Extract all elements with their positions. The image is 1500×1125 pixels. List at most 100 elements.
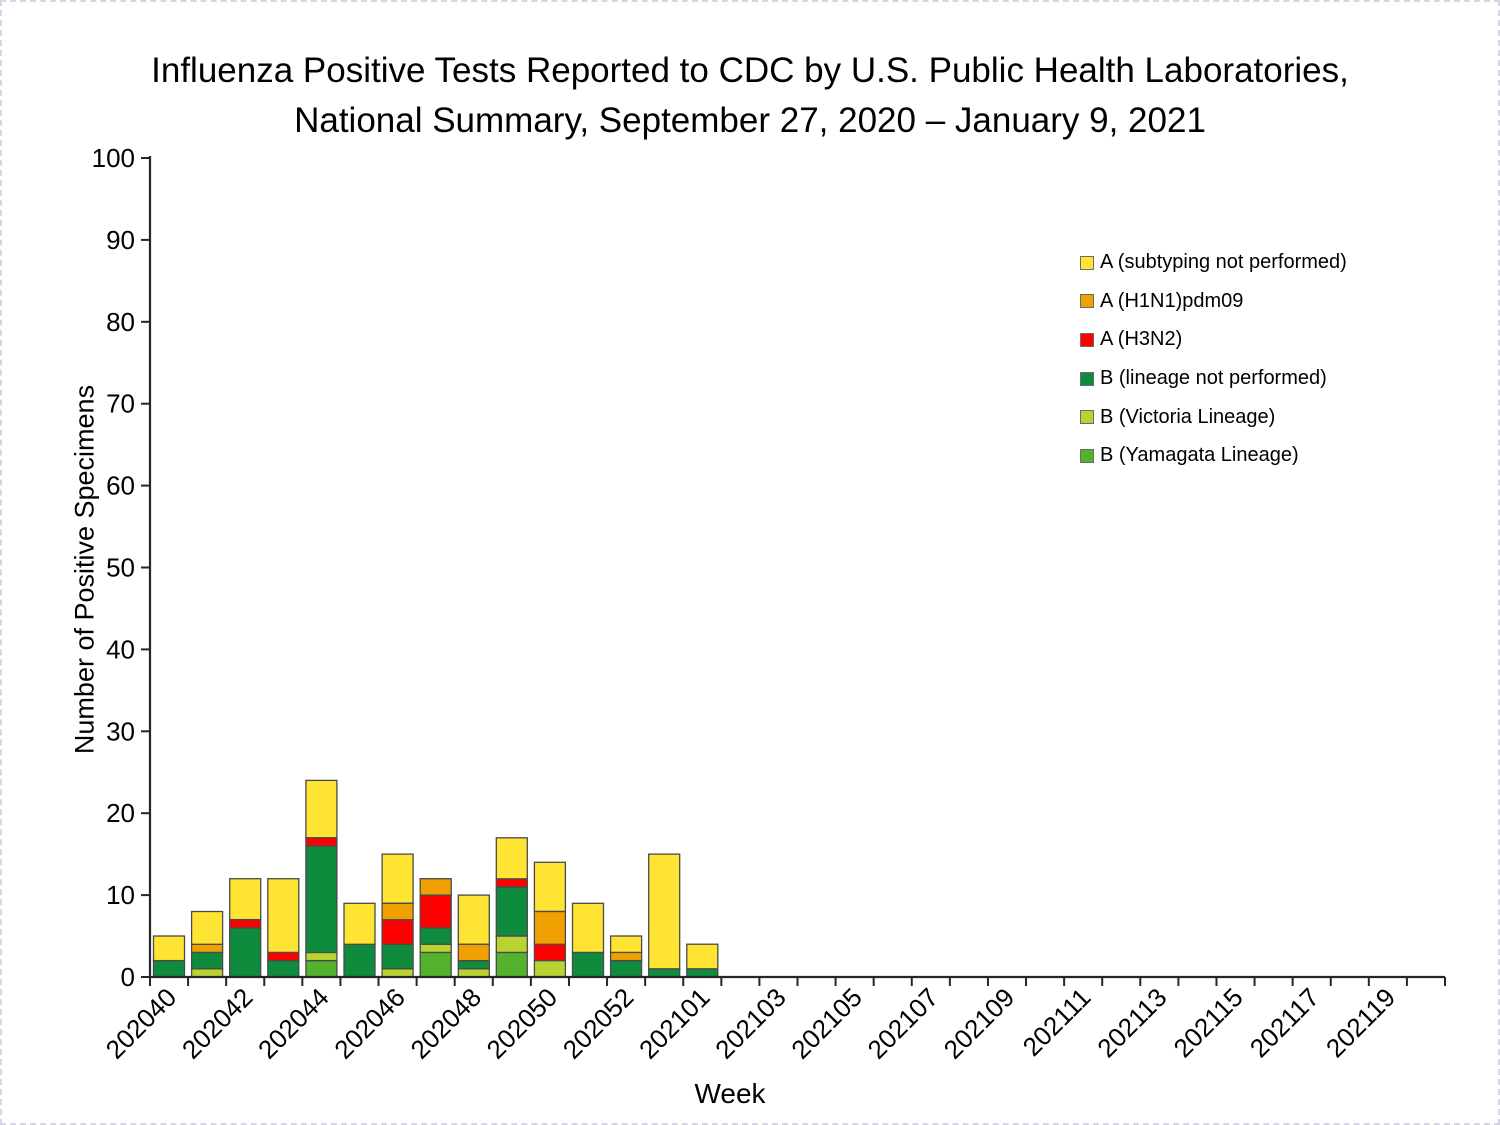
legend-item: B (Victoria Lineage)	[1080, 405, 1347, 428]
y-tick-label: 20	[106, 798, 135, 828]
bar-segment	[571, 902, 605, 954]
x-tick-label: 202109	[938, 982, 1021, 1065]
bar-segment	[190, 968, 224, 978]
bar-segment	[419, 943, 452, 954]
legend-swatch	[1080, 448, 1094, 463]
x-tick-label: 202105	[785, 982, 868, 1065]
bar-segment	[381, 919, 414, 945]
legend-label: A (subtyping not performed)	[1100, 251, 1347, 273]
chart-title-line1: Influenza Positive Tests Reported to CDC…	[151, 51, 1349, 90]
y-tick-label: 30	[106, 716, 135, 746]
x-tick-label: 202040	[100, 982, 183, 1065]
x-tick-label: 202115	[1168, 982, 1249, 1063]
y-tick-label: 60	[106, 471, 135, 501]
legend-label: B (Victoria Lineage)	[1100, 405, 1276, 428]
bar-segment	[457, 894, 490, 945]
y-tick-label: 50	[106, 553, 135, 583]
bar-segment	[305, 951, 338, 962]
x-axis-title: Week	[694, 1078, 766, 1109]
y-tick-label: 40	[106, 634, 135, 664]
y-tick-label: 80	[106, 307, 135, 337]
bar-segment	[457, 959, 490, 970]
legend-label: B (lineage not performed)	[1100, 367, 1327, 390]
bar-segment	[305, 837, 338, 847]
legend-label: A (H3N2)	[1100, 328, 1183, 351]
bar-segment	[533, 943, 567, 962]
chart-title-line2: National Summary, September 27, 2020 – J…	[294, 101, 1206, 140]
bar-segment	[305, 845, 338, 954]
bar-segment	[381, 853, 414, 904]
y-tick-label: 100	[92, 143, 135, 173]
bar-segment	[609, 951, 643, 962]
legend-item: B (Yamagata Lineage)	[1080, 444, 1347, 467]
x-tick-label: 202052	[557, 982, 640, 1065]
bar-segment	[381, 902, 414, 921]
bar-segment	[190, 951, 224, 970]
x-tick-label: 202107	[861, 982, 944, 1065]
legend-item: B (lineage not performed)	[1080, 367, 1347, 390]
x-tick-label: 202044	[252, 982, 335, 1065]
bar-segment	[419, 927, 452, 945]
bar-segment	[419, 878, 452, 896]
x-tick-label: 202113	[1091, 982, 1172, 1063]
legend-swatch	[1080, 294, 1094, 309]
y-tick-label: 90	[106, 225, 135, 255]
bar-segment	[229, 878, 262, 921]
x-tick-label: 202111	[1017, 982, 1097, 1062]
bar-segment	[267, 959, 300, 978]
bar-segment	[609, 935, 643, 954]
legend-label: A (H1N1)pdm09	[1100, 289, 1244, 312]
legend-item: A (subtyping not performed)	[1080, 251, 1347, 273]
x-tick-label: 202042	[176, 982, 259, 1065]
bar-segment	[533, 861, 567, 913]
legend-item: A (H1N1)pdm09	[1080, 289, 1347, 312]
x-tick-label: 202046	[328, 982, 411, 1065]
bar-segment	[419, 951, 452, 978]
bar-segment	[152, 935, 186, 962]
bar-segment	[305, 779, 338, 839]
x-tick-label: 202103	[709, 982, 792, 1065]
bar-segment	[495, 886, 528, 937]
x-tick-label: 202050	[481, 982, 564, 1065]
legend-swatch	[1080, 371, 1094, 386]
bar-segment	[686, 943, 719, 970]
y-tick-label: 10	[106, 880, 135, 910]
legend-label: B (Yamagata Lineage)	[1100, 444, 1299, 467]
x-tick-label: 202048	[404, 982, 487, 1065]
bar-segment	[381, 968, 414, 978]
bar-segment	[648, 853, 681, 970]
bar-segment	[533, 910, 567, 945]
bar-segment	[229, 919, 262, 929]
legend-swatch	[1080, 410, 1094, 425]
bar-segment	[190, 910, 224, 945]
bar-segment	[343, 902, 376, 945]
legend-swatch	[1080, 255, 1094, 270]
bar-segment	[533, 959, 567, 978]
bar-segment	[381, 943, 414, 970]
bar-segment	[571, 951, 605, 978]
x-tick-label: 202101	[633, 982, 716, 1065]
bar-segment	[457, 943, 490, 962]
bar-segment	[648, 968, 681, 978]
bar-segment	[229, 927, 262, 978]
bar-segment	[495, 935, 528, 954]
legend: A (subtyping not performed) A (H1N1)pdm09…	[1080, 251, 1347, 484]
bar-segment	[190, 943, 224, 954]
bar-segment	[609, 959, 643, 978]
y-tick-label: 0	[121, 962, 135, 992]
chart-title: Influenza Positive Tests Reported to CDC…	[0, 46, 1500, 146]
legend-swatch	[1080, 332, 1094, 347]
bar-segment	[343, 943, 376, 978]
bar-segment	[267, 951, 300, 962]
bar-segment	[495, 837, 528, 880]
bar-segment	[495, 878, 528, 888]
bar-segment	[686, 968, 719, 978]
y-tick-label: 70	[106, 389, 135, 419]
bar-segment	[419, 894, 452, 929]
bar-segment	[152, 959, 186, 978]
bar-segment	[495, 951, 528, 978]
bar-segment	[267, 878, 300, 954]
x-tick-label: 202119	[1320, 982, 1401, 1063]
